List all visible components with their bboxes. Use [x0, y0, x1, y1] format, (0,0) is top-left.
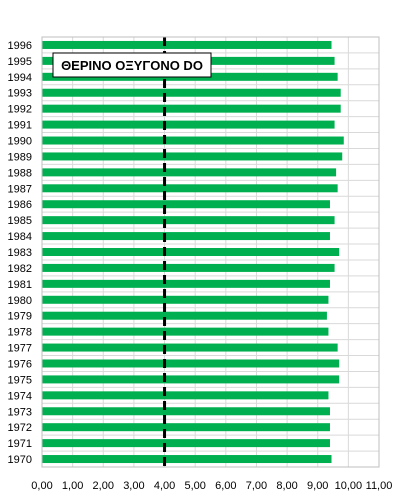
- y-tick-label: 1994: [8, 72, 32, 84]
- x-tick-label: 1,00: [62, 480, 83, 492]
- y-tick-label: 1983: [8, 247, 32, 259]
- y-tick-label: 1982: [8, 263, 32, 275]
- bar-1982: [42, 263, 335, 272]
- x-tick-label: 10,00: [335, 480, 363, 492]
- bar-1988: [42, 168, 337, 177]
- bar-1981: [42, 279, 330, 288]
- bar-1985: [42, 216, 335, 225]
- bar-1977: [42, 343, 338, 352]
- y-tick-label: 1974: [8, 390, 32, 402]
- y-tick-label: 1987: [8, 183, 32, 195]
- y-tick-label: 1992: [8, 104, 32, 116]
- y-tick-label: 1980: [8, 295, 32, 307]
- y-tick-label: 1995: [8, 56, 32, 68]
- y-tick-label: 1977: [8, 343, 32, 355]
- chart-title: ΘΕΡΙΝΟ ΟΞΥΓΟΝΟ DO: [61, 58, 203, 73]
- y-tick-label: 1996: [8, 40, 32, 52]
- bar-1984: [42, 232, 330, 241]
- bar-1974: [42, 391, 329, 400]
- bar-1971: [42, 439, 330, 448]
- title-frame: [52, 52, 212, 78]
- bar-1970: [42, 455, 332, 464]
- bar-1987: [42, 184, 338, 193]
- x-tick-label: 2,00: [93, 480, 114, 492]
- y-tick-label: 1970: [8, 454, 32, 466]
- x-tick-label: 8,00: [276, 480, 297, 492]
- y-tick-label: 1981: [8, 279, 32, 291]
- bar-1990: [42, 136, 344, 145]
- bar-1972: [42, 423, 330, 432]
- bar-1979: [42, 311, 327, 320]
- y-tick-label: 1993: [8, 88, 32, 100]
- x-tick-label: 5,00: [184, 480, 205, 492]
- y-tick-label: 1984: [8, 231, 32, 243]
- y-tick-label: 1976: [8, 358, 32, 370]
- y-tick-label: 1979: [8, 311, 32, 323]
- x-tick-label: 3,00: [123, 480, 144, 492]
- x-tick-label: 11,00: [366, 480, 393, 492]
- x-tick-label: 4,00: [154, 480, 175, 492]
- bar-1991: [42, 120, 335, 129]
- y-tick-label: 1991: [8, 120, 32, 132]
- bars: [42, 40, 344, 464]
- x-tick-label: 7,00: [246, 480, 267, 492]
- bar-1983: [42, 248, 340, 256]
- bar-1980: [42, 295, 329, 304]
- bar-1993: [42, 88, 341, 97]
- bar-1978: [42, 327, 329, 336]
- bar-1976: [42, 359, 340, 368]
- bar-1992: [42, 104, 341, 113]
- y-tick-label: 1989: [8, 151, 32, 163]
- bar-1986: [42, 200, 330, 209]
- y-tick-label: 1972: [8, 422, 32, 434]
- bar-1973: [42, 407, 330, 416]
- chart-title-box: ΘΕΡΙΝΟ ΟΞΥΓΟΝΟ DO: [52, 52, 212, 78]
- bar-1975: [42, 375, 340, 384]
- x-tick-label: 0,00: [31, 480, 52, 492]
- x-tick-label: 6,00: [215, 480, 236, 492]
- bar-1996: [42, 40, 332, 49]
- y-tick-label: 1986: [8, 199, 32, 211]
- y-tick-label: 1990: [8, 136, 32, 148]
- y-tick-label: 1978: [8, 327, 32, 339]
- y-tick-label: 1988: [8, 167, 32, 179]
- y-tick-label: 1973: [8, 406, 32, 418]
- plot-area-frame: [41, 36, 380, 468]
- y-tick-label: 1985: [8, 215, 32, 227]
- y-tick-label: 1975: [8, 374, 32, 386]
- y-tick-label: 1971: [8, 438, 32, 450]
- bar-1989: [42, 152, 343, 161]
- axes: 1970 1971 1972 1973 1974 1975 1976 1977 1978 1979…: [8, 36, 393, 492]
- x-tick-label: 9,00: [307, 480, 328, 492]
